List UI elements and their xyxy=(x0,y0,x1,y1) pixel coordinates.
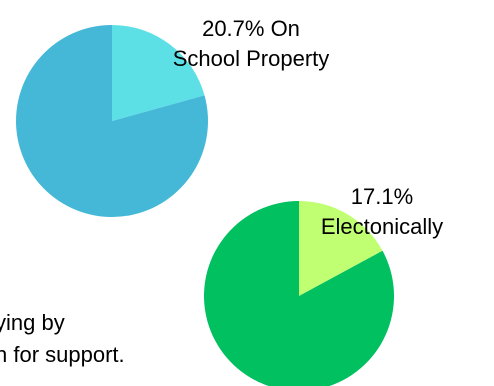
pie-chart-electronically xyxy=(204,201,394,386)
pie-slice-remainder-school-property xyxy=(16,25,208,217)
data-label-school-property-percent: 20.7% On xyxy=(202,16,300,41)
body-text-line-1: ying by xyxy=(0,310,65,335)
data-label-school-property: 20.7% On School Property xyxy=(146,14,356,74)
pie-slice-school-property xyxy=(112,25,205,121)
pie-slice-electronically xyxy=(299,201,383,296)
pie-slice-remainder-electronically xyxy=(204,201,394,386)
body-text-line-2: n for support. xyxy=(0,342,125,367)
data-label-electronically-category: Electonically xyxy=(320,214,444,239)
pie-chart-school-property xyxy=(16,25,208,217)
data-label-electronically: 17.1% Electonically xyxy=(292,182,472,242)
data-label-electronically-percent: 17.1% xyxy=(350,184,414,209)
data-label-school-property-category: School Property xyxy=(172,46,330,71)
